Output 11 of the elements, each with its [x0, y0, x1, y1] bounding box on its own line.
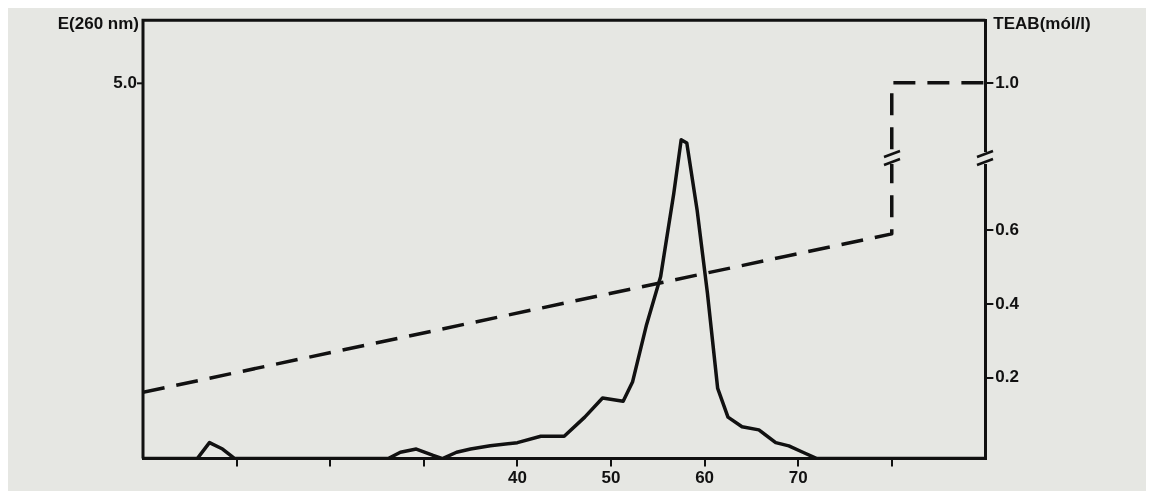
y2-tick-label: 1.0: [995, 72, 1020, 92]
y2-tick-label: 0.4: [995, 293, 1020, 313]
y2-tick-label: 0.6: [995, 219, 1020, 239]
y2-tick-label: 0.2: [995, 367, 1020, 387]
y2-axis-title: TEAB(mól/l): [993, 13, 1091, 33]
x-tick-label: 70: [788, 468, 808, 488]
text: 5.0: [113, 73, 137, 93]
x-tick-label: 40: [507, 468, 527, 488]
x-tick-label: 60: [695, 468, 715, 488]
x-tick-label: 50: [601, 468, 621, 488]
y-axis-title: E(260 nm): [57, 13, 139, 33]
